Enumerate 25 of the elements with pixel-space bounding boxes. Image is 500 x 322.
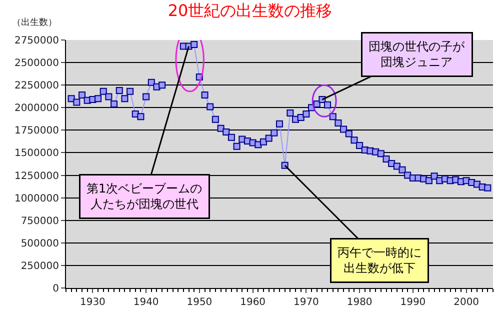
x-tick-label: 1990: [400, 297, 426, 308]
y-tick-label: 1500000: [14, 148, 59, 160]
x-tick-label: 1930: [80, 297, 106, 308]
x-tick-label: 1980: [346, 297, 372, 308]
annotation: 第1次ベビーブームの人たちが団塊の世代: [86, 182, 202, 212]
x-tick-label: 1940: [133, 297, 159, 308]
y-tick-label: 1250000: [14, 170, 59, 182]
x-tick-label: 1950: [186, 297, 212, 308]
y-tick-label: 0: [52, 284, 59, 294]
y-tick-label: 250000: [20, 260, 59, 272]
y-tick-label: 2000000: [14, 103, 59, 114]
y-tick-label: 2750000: [14, 36, 59, 46]
annotation: 丙午で一時的に出生数が低下: [338, 246, 422, 276]
y-tick-label: 500000: [20, 238, 59, 250]
y-tick-label: 2250000: [14, 80, 59, 92]
x-tick-label: 1960: [240, 297, 266, 308]
y-tick-label: 2500000: [14, 58, 59, 70]
chart-title: 20世紀の出生数の推移: [168, 1, 332, 20]
x-tick-label: 1970: [293, 297, 319, 308]
annotation: 団塊の世代の子が団塊ジュニア: [368, 40, 466, 70]
x-tick-label: 2000: [454, 297, 480, 308]
y-tick-label: 1000000: [14, 193, 59, 204]
y-tick-label: 750000: [20, 216, 59, 227]
y-axis-title: （出生数）: [12, 17, 57, 28]
y-tick-label: 1750000: [14, 126, 59, 137]
